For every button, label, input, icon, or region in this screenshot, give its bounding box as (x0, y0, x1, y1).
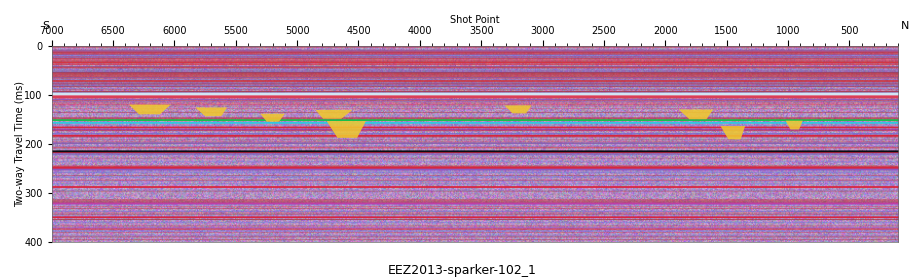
Polygon shape (129, 105, 171, 114)
Polygon shape (326, 121, 366, 138)
Text: N: N (901, 21, 909, 31)
Polygon shape (679, 109, 713, 119)
Polygon shape (316, 110, 352, 119)
Text: S: S (42, 21, 49, 31)
X-axis label: Shot Point: Shot Point (450, 15, 500, 25)
Polygon shape (721, 126, 745, 139)
Y-axis label: Two-way Travel Time (ms): Two-way Travel Time (ms) (15, 81, 25, 207)
Polygon shape (261, 114, 285, 122)
Polygon shape (785, 121, 803, 129)
Polygon shape (505, 105, 531, 113)
Text: EEZ2013-sparker-102_1: EEZ2013-sparker-102_1 (387, 264, 537, 277)
Polygon shape (195, 108, 227, 116)
